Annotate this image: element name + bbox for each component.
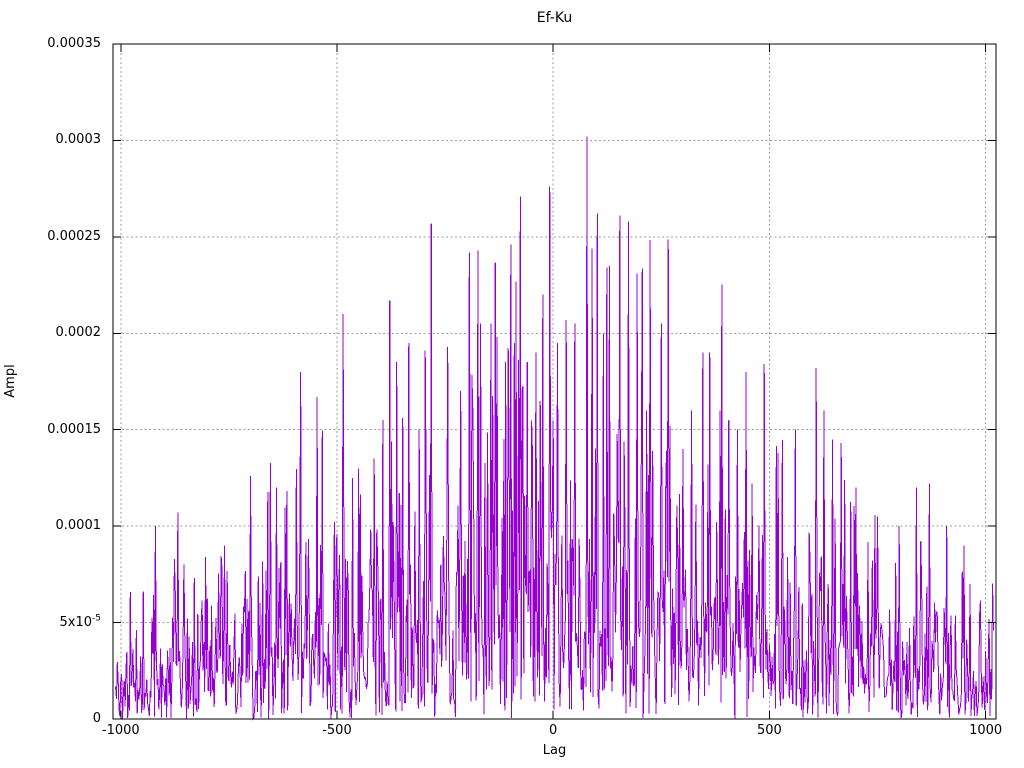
x-tick-label: 0 bbox=[549, 723, 558, 738]
y-tick-label: 0.0001 bbox=[55, 518, 102, 534]
y-tick-label: 0 bbox=[92, 711, 101, 726]
plot-border bbox=[112, 43, 997, 720]
y-tick-label: 0.0003 bbox=[55, 132, 102, 148]
data-series-ef-ku bbox=[115, 136, 994, 721]
y-tick-label: 0.00015 bbox=[47, 421, 101, 437]
y-tick-label: 0.00035 bbox=[47, 36, 101, 51]
y-axis-label: Ampl bbox=[3, 364, 18, 398]
x-tick-label: 500 bbox=[756, 723, 782, 738]
x-tick-label: -1000 bbox=[101, 723, 140, 738]
y-tick-label: 0.0002 bbox=[55, 325, 102, 341]
x-axis-label: Lag bbox=[542, 743, 567, 758]
x-tick-label: -500 bbox=[322, 723, 352, 738]
x-tick-label: 1000 bbox=[969, 723, 1003, 738]
y-tick-label: 0.00025 bbox=[47, 228, 101, 244]
y-tick-label: 5x10-5 bbox=[59, 613, 102, 630]
chart-title: Ef-Ku bbox=[536, 10, 573, 26]
